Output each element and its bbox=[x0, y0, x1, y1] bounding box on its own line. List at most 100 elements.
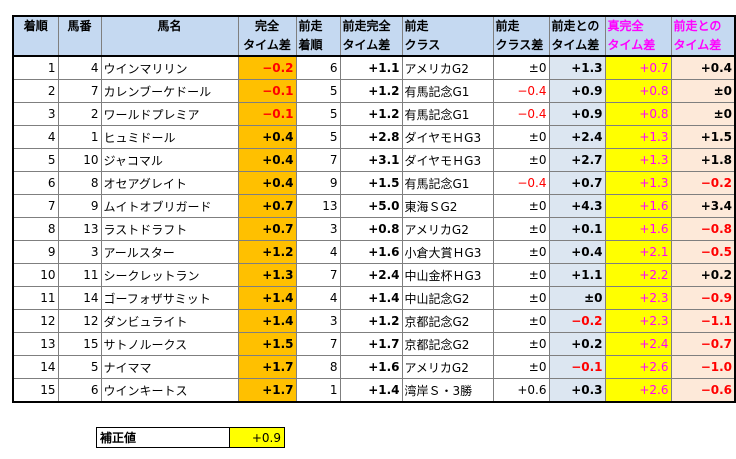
table-row: 5 10 ジャコマル +0.4 7 +3.1 ダイヤモＨG3 ±0 +2.7 +1.3 +1.8 bbox=[12, 148, 736, 172]
cell-class-diff: ±0 bbox=[492, 309, 550, 333]
header-true-prev-compare: 前走との bbox=[670, 15, 736, 36]
cell-class-diff: ±0 bbox=[492, 194, 550, 218]
cell-time-diff: +1.7 bbox=[237, 355, 297, 379]
cell-number: 13 bbox=[57, 217, 102, 241]
table-row: 4 1 ヒュミドール +0.4 5 +2.8 ダイヤモＨG3 ±0 +2.4 +1.3 +1.5 bbox=[12, 125, 736, 149]
cell-prev-time-compare: +0.9 bbox=[548, 102, 606, 126]
cell-prev-time-diff: +3.1 bbox=[339, 148, 403, 172]
cell-prev-time-compare: +0.3 bbox=[548, 378, 606, 403]
cell-class-diff: ±0 bbox=[492, 55, 550, 80]
header-class-diff: 前走 bbox=[492, 15, 550, 36]
cell-prev-time-compare: +4.3 bbox=[548, 194, 606, 218]
cell-true-prev-compare: −0.8 bbox=[670, 217, 736, 241]
cell-true-prev-compare: −0.9 bbox=[670, 286, 736, 310]
table-row: 3 2 ワールドプレミア −0.1 5 +1.2 有馬記念G1 −0.4 +0.9 +0.8 ±0 bbox=[12, 102, 736, 126]
header-prev-time-compare-2: タイム差 bbox=[548, 36, 606, 57]
cell-time-diff: +1.4 bbox=[237, 286, 297, 310]
cell-prev-class: 有馬記念G1 bbox=[401, 102, 494, 126]
race-result-table: 着順 馬番 馬名 完全 前走 前走完全 前走 前走 前走との 真完全 前走との … bbox=[12, 15, 736, 403]
cell-rank: 10 bbox=[12, 263, 59, 287]
cell-number: 1 bbox=[57, 125, 102, 149]
table-row: 8 13 ラストドラフト +0.7 3 +0.8 アメリカG2 ±0 +0.1 +1.6 −0.8 bbox=[12, 217, 736, 241]
cell-number: 14 bbox=[57, 286, 102, 310]
cell-time-diff: +0.7 bbox=[237, 194, 297, 218]
cell-prev-rank: 5 bbox=[295, 125, 341, 149]
cell-prev-rank: 3 bbox=[295, 309, 341, 333]
cell-horse-name: ワールドプレミア bbox=[100, 102, 239, 126]
cell-time-diff: +0.7 bbox=[237, 217, 297, 241]
cell-prev-class: 湾岸Ｓ・3勝 bbox=[401, 378, 494, 403]
correction-label: 補正値 bbox=[96, 427, 230, 448]
cell-true-time-diff: +2.6 bbox=[604, 378, 672, 403]
cell-true-prev-compare: −0.7 bbox=[670, 332, 736, 356]
cell-true-time-diff: +2.4 bbox=[604, 332, 672, 356]
cell-prev-time-diff: +2.4 bbox=[339, 263, 403, 287]
cell-true-time-diff: +1.3 bbox=[604, 148, 672, 172]
cell-prev-rank: 7 bbox=[295, 332, 341, 356]
table-row: 2 7 カレンブーケドール −0.1 5 +1.2 有馬記念G1 −0.4 +0.9 +0.8 ±0 bbox=[12, 79, 736, 103]
header-prev-rank-2: 着順 bbox=[295, 36, 341, 57]
cell-prev-time-compare: +0.9 bbox=[548, 79, 606, 103]
cell-prev-time-compare: +2.4 bbox=[548, 125, 606, 149]
cell-prev-time-compare: +1.3 bbox=[548, 55, 606, 80]
cell-prev-time-diff: +2.8 bbox=[339, 125, 403, 149]
cell-true-time-diff: +1.6 bbox=[604, 194, 672, 218]
cell-prev-class: 小倉大賞ＨG3 bbox=[401, 240, 494, 264]
header-prev-rank: 前走 bbox=[295, 15, 341, 36]
header-number-2 bbox=[57, 36, 102, 57]
correction-table: 補正値 +0.9 bbox=[96, 427, 285, 448]
table-row: 12 12 ダンビュライト +1.4 3 +1.2 京都記念G2 ±0 −0.2 +2.3 −1.1 bbox=[12, 309, 736, 333]
cell-horse-name: オセアグレイト bbox=[100, 171, 239, 195]
cell-true-time-diff: +0.8 bbox=[604, 79, 672, 103]
cell-rank: 4 bbox=[12, 125, 59, 149]
cell-true-prev-compare: +0.2 bbox=[670, 263, 736, 287]
cell-time-diff: +0.4 bbox=[237, 125, 297, 149]
cell-prev-rank: 1 bbox=[295, 378, 341, 403]
cell-prev-rank: 4 bbox=[295, 240, 341, 264]
cell-number: 4 bbox=[57, 55, 102, 80]
cell-prev-rank: 4 bbox=[295, 286, 341, 310]
table-row: 10 11 シークレットラン +1.3 7 +2.4 中山金杯ＨG3 ±0 +1.1 +2.2 +0… bbox=[12, 263, 736, 287]
cell-rank: 5 bbox=[12, 148, 59, 172]
cell-class-diff: ±0 bbox=[492, 355, 550, 379]
cell-prev-time-diff: +1.4 bbox=[339, 378, 403, 403]
cell-class-diff: ±0 bbox=[492, 240, 550, 264]
cell-class-diff: ±0 bbox=[492, 263, 550, 287]
cell-true-time-diff: +0.8 bbox=[604, 102, 672, 126]
cell-class-diff: −0.4 bbox=[492, 102, 550, 126]
cell-class-diff: −0.4 bbox=[492, 79, 550, 103]
table-row: 9 3 アールスター +1.2 4 +1.6 小倉大賞ＨG3 ±0 +0.4 +2.1 −0.5 bbox=[12, 240, 736, 264]
cell-prev-time-diff: +0.8 bbox=[339, 217, 403, 241]
cell-rank: 8 bbox=[12, 217, 59, 241]
cell-prev-time-compare: −0.1 bbox=[548, 355, 606, 379]
cell-prev-rank: 13 bbox=[295, 194, 341, 218]
cell-prev-time-compare: +0.7 bbox=[548, 171, 606, 195]
cell-prev-time-diff: +5.0 bbox=[339, 194, 403, 218]
cell-true-prev-compare: +1.8 bbox=[670, 148, 736, 172]
cell-true-prev-compare: −0.5 bbox=[670, 240, 736, 264]
cell-true-prev-compare: ±0 bbox=[670, 79, 736, 103]
cell-prev-time-compare: +1.1 bbox=[548, 263, 606, 287]
cell-prev-class: アメリカG2 bbox=[401, 217, 494, 241]
cell-prev-class: 中山記念G2 bbox=[401, 286, 494, 310]
cell-rank: 1 bbox=[12, 55, 59, 80]
cell-rank: 14 bbox=[12, 355, 59, 379]
cell-prev-time-diff: +1.6 bbox=[339, 355, 403, 379]
cell-prev-class: 有馬記念G1 bbox=[401, 79, 494, 103]
header-prev-class: 前走 bbox=[401, 15, 494, 36]
cell-prev-rank: 8 bbox=[295, 355, 341, 379]
table-row: 14 5 ナイママ +1.7 8 +1.6 アメリカG2 ±0 −0.1 +2.6 −1.0 bbox=[12, 355, 736, 379]
cell-prev-class: 有馬記念G1 bbox=[401, 171, 494, 195]
cell-true-time-diff: +2.2 bbox=[604, 263, 672, 287]
cell-prev-class: 京都記念G2 bbox=[401, 332, 494, 356]
table-row: 13 15 サトノルークス +1.5 7 +1.7 京都記念G2 ±0 +0.2 +2.4 −0.7 bbox=[12, 332, 736, 356]
cell-prev-rank: 6 bbox=[295, 55, 341, 80]
cell-horse-name: シークレットラン bbox=[100, 263, 239, 287]
cell-number: 8 bbox=[57, 171, 102, 195]
cell-prev-time-diff: +1.1 bbox=[339, 55, 403, 80]
cell-time-diff: −0.2 bbox=[237, 55, 297, 80]
header-prev-time-diff: 前走完全 bbox=[339, 15, 403, 36]
cell-horse-name: ムイトオブリガード bbox=[100, 194, 239, 218]
cell-prev-class: 中山金杯ＨG3 bbox=[401, 263, 494, 287]
cell-prev-time-compare: +0.2 bbox=[548, 332, 606, 356]
